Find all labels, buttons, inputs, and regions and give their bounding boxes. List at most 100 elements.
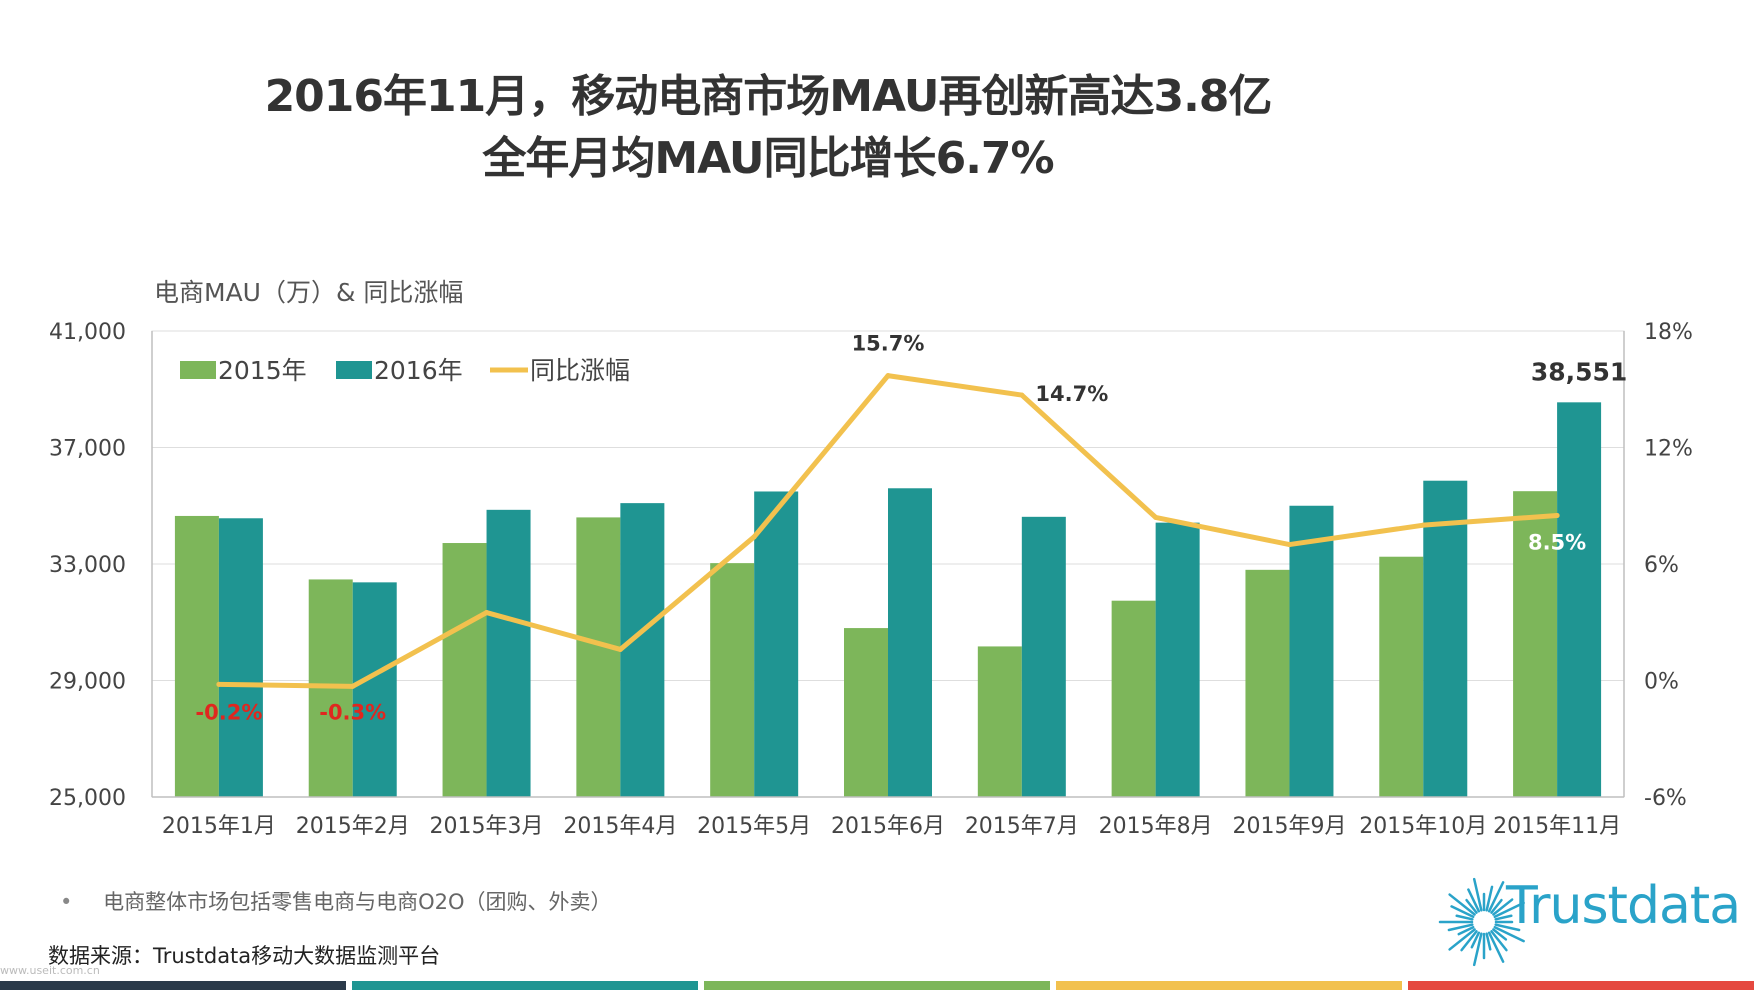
yoy-data-label: -0.2% — [195, 700, 262, 724]
bar-2016 — [218, 518, 263, 797]
bar-2015 — [442, 543, 487, 797]
bar-2016 — [1155, 522, 1200, 797]
logo-text: Trustdata — [1506, 876, 1741, 936]
sunburst-ray — [1472, 932, 1483, 967]
yoy-point — [1420, 522, 1426, 528]
sunburst-ray — [1494, 923, 1521, 932]
y2-tick-label: -6% — [1644, 786, 1687, 811]
bar-2015 — [576, 517, 621, 797]
legend-swatch — [180, 361, 216, 379]
strip-segment — [704, 981, 1050, 990]
yoy-point — [350, 683, 356, 689]
x-tick-label: 2015年7月 — [965, 814, 1079, 839]
sunburst-ray — [1493, 901, 1525, 919]
sunburst-ray — [1485, 885, 1494, 912]
sunburst-ray — [1472, 877, 1483, 912]
trustdata-logo: Trustdata — [1436, 870, 1741, 974]
sunburst-ray — [1465, 898, 1478, 914]
yoy-point — [484, 610, 490, 616]
sunburst-ray — [1448, 893, 1476, 916]
y-axis-label: 电商MAU（万）& 同比涨幅 — [154, 278, 463, 307]
title-line-1: 2016年11月，移动电商市场MAU再创新高达3.8亿 — [264, 71, 1273, 122]
legend-label: 2015年 — [218, 356, 307, 385]
sunburst-icon — [1438, 877, 1525, 967]
x-tick-label: 2015年5月 — [697, 814, 811, 839]
sunburst-ray — [1470, 931, 1481, 949]
page-title: 2016年11月，移动电商市场MAU再创新高达3.8亿 全年月均MAU同比增长6… — [0, 66, 1536, 190]
y-tick-label: 37,000 — [49, 437, 126, 462]
legend-layer: 2015年 2016年 同比涨幅 — [180, 356, 630, 385]
bar-2016 — [1289, 505, 1334, 797]
yoy-data-label: -0.3% — [319, 700, 386, 724]
bar-2015 — [710, 563, 755, 797]
yoy-point — [216, 681, 222, 687]
sunburst-ray — [1467, 888, 1481, 913]
sunburst-ray — [1487, 881, 1505, 913]
x-tick-label: 2015年9月 — [1232, 814, 1346, 839]
bottom-color-strip — [0, 981, 1760, 990]
y2-tick-label: 0% — [1644, 670, 1679, 695]
sunburst-ray — [1493, 925, 1525, 943]
bar-2016 — [1021, 516, 1066, 797]
line-layer — [216, 373, 1560, 689]
footnote-text: 电商整体市场包括零售电商与电商O2O（团购、外卖） — [103, 890, 612, 914]
sunburst-ray — [1450, 905, 1475, 919]
yoy-point — [617, 646, 623, 652]
x-tick-label: 2015年4月 — [563, 814, 677, 839]
footnote-bullet: • — [60, 890, 73, 914]
bar-2015 — [977, 646, 1022, 797]
bar-2015 — [1513, 491, 1558, 797]
x-tick-label: 2015年10月 — [1359, 814, 1487, 839]
legend-item: 2015年 — [180, 356, 307, 385]
bar-layer — [174, 402, 1602, 797]
sunburst-ray — [1487, 931, 1505, 963]
legend-item: 2016年 — [336, 356, 463, 385]
data-source: 数据来源：Trustdata移动大数据监测平台 — [48, 944, 441, 968]
axis-layer: 25,000 29,000 33,000 37,000 41,000 -6% 0% 6% 12%… — [49, 278, 1693, 839]
yoy-point — [1554, 512, 1560, 518]
yoy-point — [1286, 542, 1292, 548]
sunburst-ray — [1494, 914, 1513, 921]
y-tick-label: 41,000 — [49, 320, 126, 345]
bar-2016 — [486, 509, 531, 797]
y-tick-label: 29,000 — [49, 670, 126, 695]
x-tick-label: 2015年3月 — [430, 814, 544, 839]
bar-2015 — [1245, 569, 1290, 797]
bar-2016 — [1423, 480, 1468, 797]
x-tick-label: 2015年8月 — [1099, 814, 1213, 839]
bar-2016 — [620, 503, 665, 797]
bar-2015 — [1379, 556, 1424, 797]
sunburst-ray — [1490, 898, 1503, 914]
legend-label: 同比涨幅 — [530, 356, 630, 385]
bar-2016 — [352, 582, 397, 797]
strip-segment — [1056, 981, 1402, 990]
legend-item: 同比涨幅 — [490, 356, 630, 385]
watermark: www.useit.com.cn — [0, 964, 100, 977]
sunburst-ray — [1490, 930, 1508, 952]
sunburst-ray — [1492, 928, 1508, 941]
bar-2016 — [754, 491, 799, 797]
y2-tick-label: 18% — [1644, 320, 1693, 345]
legend-swatch — [336, 361, 372, 379]
bar-2016 — [1557, 402, 1602, 797]
sunburst-ray — [1485, 932, 1492, 951]
legend-label: 2016年 — [374, 356, 463, 385]
sunburst-ray — [1457, 925, 1475, 936]
y-tick-label: 25,000 — [49, 786, 126, 811]
sunburst-ray — [1455, 914, 1474, 921]
sunburst-ray — [1448, 928, 1476, 951]
strip-segment — [352, 981, 698, 990]
footnote: • 电商整体市场包括零售电商与电商O2O（团购、外卖） — [60, 886, 612, 916]
yoy-point — [751, 534, 757, 540]
x-tick-label: 2015年1月 — [162, 814, 276, 839]
yoy-data-label: 14.7% — [1035, 382, 1108, 406]
yoy-point — [885, 373, 891, 379]
x-tick-label: 2015年2月 — [296, 814, 410, 839]
bar-value-label: 38,551 — [1531, 357, 1627, 386]
strip-segment — [0, 981, 346, 990]
sunburst-ray — [1460, 930, 1478, 952]
y2-tick-label: 6% — [1644, 553, 1679, 578]
bar-2015 — [1111, 600, 1156, 797]
bar-2015 — [174, 515, 219, 797]
